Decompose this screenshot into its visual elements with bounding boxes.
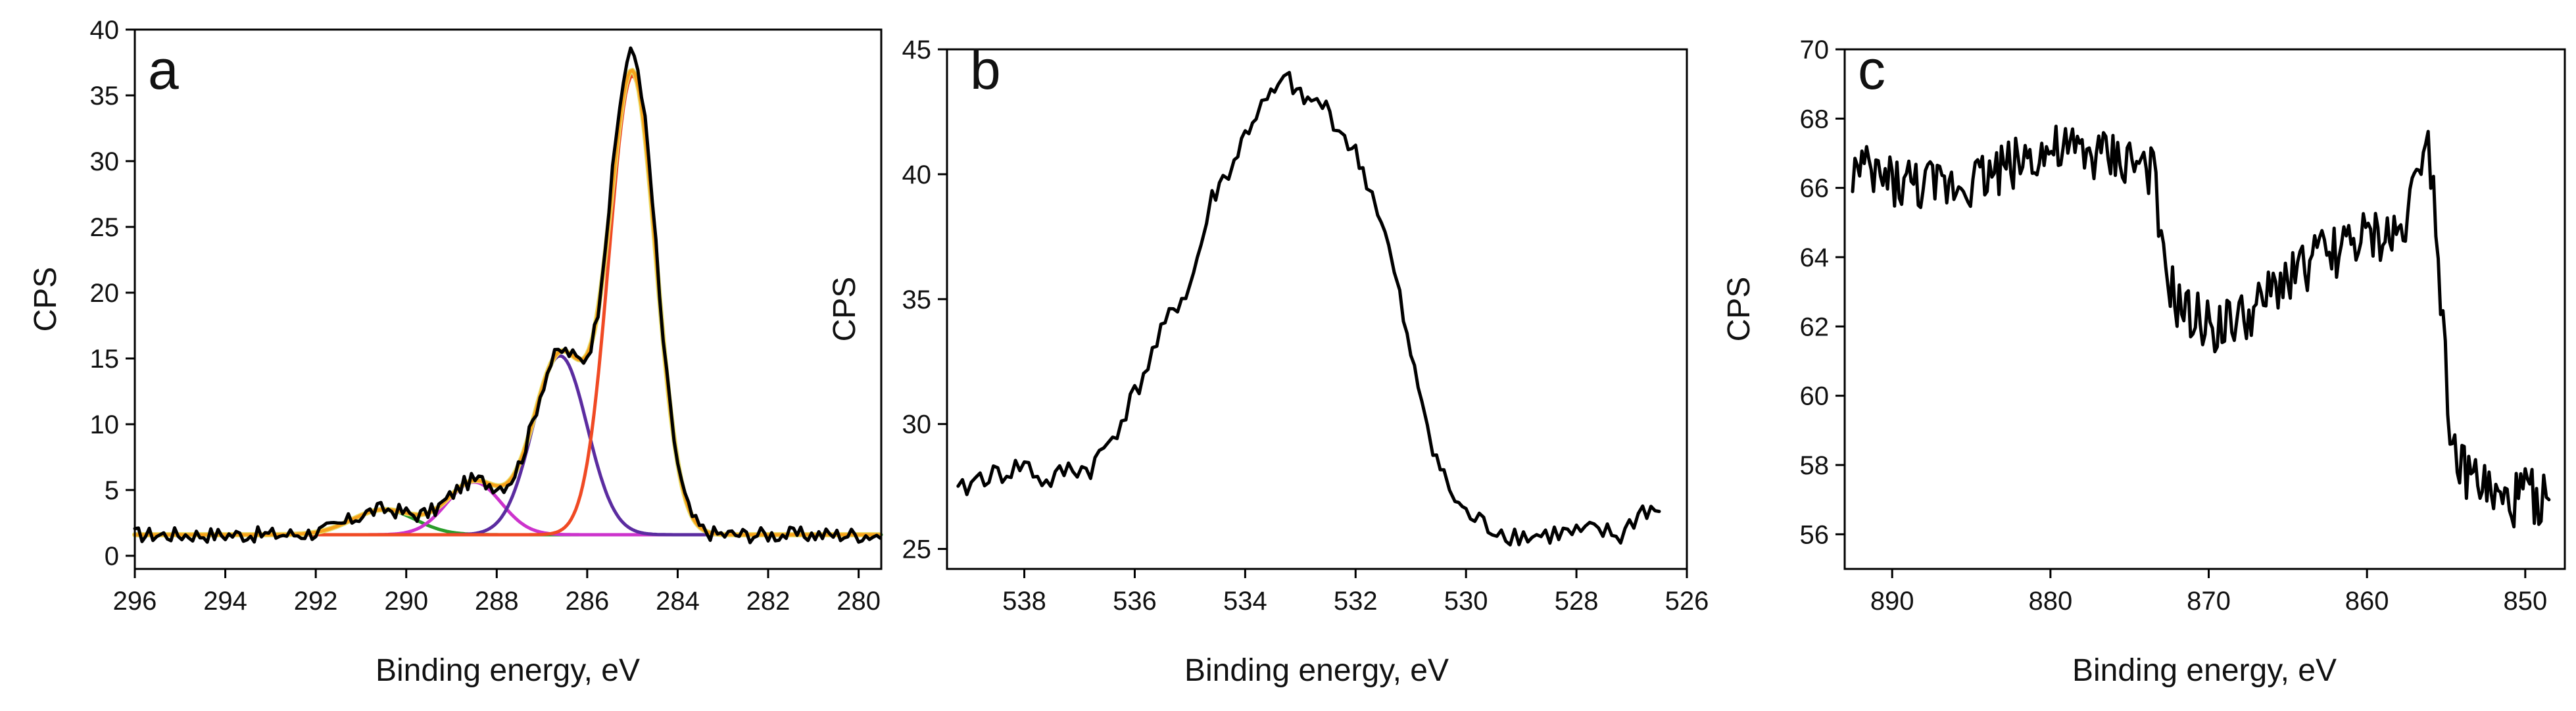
y-tick-label: 68 — [1800, 105, 1830, 134]
panel-a-y-title: CPS — [28, 267, 63, 332]
panel-c-x-title: Binding energy, eV — [2072, 653, 2337, 688]
y-tick-label: 15 — [90, 345, 120, 374]
envelope-fit — [133, 68, 881, 537]
panel-b-x-title: Binding energy, eV — [1184, 653, 1449, 688]
y-tick-label: 25 — [90, 213, 120, 242]
y-tick-label: 35 — [902, 285, 932, 314]
y-tick-label: 56 — [1800, 520, 1830, 549]
y-tick-label: 20 — [90, 279, 120, 308]
panel-c-series — [1851, 124, 2551, 529]
x-tick-label: 292 — [294, 587, 338, 616]
panel-c-ticks: 890 880 870 860 850 56 58 60 62 64 66 68 70 — [1800, 36, 2548, 616]
x-tick-label: 528 — [1555, 587, 1599, 616]
x-tick-label: 284 — [656, 587, 700, 616]
y-tick-label: 64 — [1800, 243, 1830, 272]
y-tick-label: 66 — [1800, 174, 1830, 203]
y-tick-label: 5 — [105, 476, 119, 505]
x-tick-label: 286 — [566, 587, 610, 616]
y-tick-label: 60 — [1800, 382, 1830, 411]
measured-data — [956, 70, 1661, 547]
y-tick-label: 62 — [1800, 312, 1830, 341]
y-tick-label: 40 — [902, 160, 932, 189]
y-tick-label: 70 — [1800, 36, 1830, 64]
y-tick-label: 0 — [105, 542, 119, 571]
panel-c-axes-frame — [1843, 48, 2566, 570]
panel-b-series — [956, 70, 1661, 547]
y-tick-label: 40 — [90, 16, 120, 45]
x-tick-label: 294 — [203, 587, 247, 616]
panel-b-ticks: 538 536 534 532 530 528 526 25 30 35 40 45 — [902, 36, 1709, 616]
panel-b-letter: b — [970, 39, 1001, 101]
x-tick-label: 282 — [746, 587, 790, 616]
x-tick-label: 290 — [384, 587, 428, 616]
y-tick-label: 25 — [902, 535, 932, 564]
x-tick-label: 880 — [2028, 587, 2072, 616]
x-tick-label: 538 — [1002, 587, 1046, 616]
x-tick-label: 536 — [1113, 587, 1157, 616]
panel-c-y-title: CPS — [1722, 277, 1757, 342]
x-tick-label: 860 — [2345, 587, 2389, 616]
measured-data — [1851, 124, 2551, 529]
y-tick-label: 45 — [902, 36, 932, 64]
panel-b-y-title: CPS — [827, 277, 862, 342]
panel-a: 296 294 292 290 288 286 284 282 280 0 5 10 15 20 25 30 3… — [28, 16, 883, 688]
x-tick-label: 530 — [1444, 587, 1488, 616]
y-tick-label: 10 — [90, 410, 120, 439]
y-tick-label: 35 — [90, 82, 120, 110]
x-tick-label: 870 — [2187, 587, 2231, 616]
y-tick-label: 30 — [90, 147, 120, 176]
measured-data — [133, 46, 883, 545]
x-tick-label: 532 — [1334, 587, 1378, 616]
panel-b-axes-frame — [946, 48, 1688, 570]
x-tick-label: 296 — [113, 587, 157, 616]
x-tick-label: 288 — [475, 587, 519, 616]
x-tick-label: 280 — [837, 587, 881, 616]
panel-b: 538 536 534 532 530 528 526 25 30 35 40 45 b Bindin… — [827, 36, 1709, 688]
x-tick-label: 526 — [1665, 587, 1709, 616]
panel-a-x-title: Binding energy, eV — [376, 653, 640, 688]
panel-a-axes-frame — [134, 28, 883, 570]
panel-a-series — [132, 46, 883, 545]
panel-c-letter: c — [1858, 39, 1885, 101]
x-tick-label: 850 — [2503, 587, 2547, 616]
panel-a-ticks: 296 294 292 290 288 286 284 282 280 0 5 10 15 20 25 30 3… — [90, 16, 881, 616]
y-tick-label: 58 — [1800, 451, 1830, 480]
x-tick-label: 534 — [1223, 587, 1267, 616]
y-tick-label: 30 — [902, 410, 932, 439]
panel-c: 890 880 870 860 850 56 58 60 62 64 66 68 70 c Bindin… — [1722, 36, 2566, 688]
panel-a-letter: a — [148, 39, 179, 101]
x-tick-label: 890 — [1870, 587, 1914, 616]
